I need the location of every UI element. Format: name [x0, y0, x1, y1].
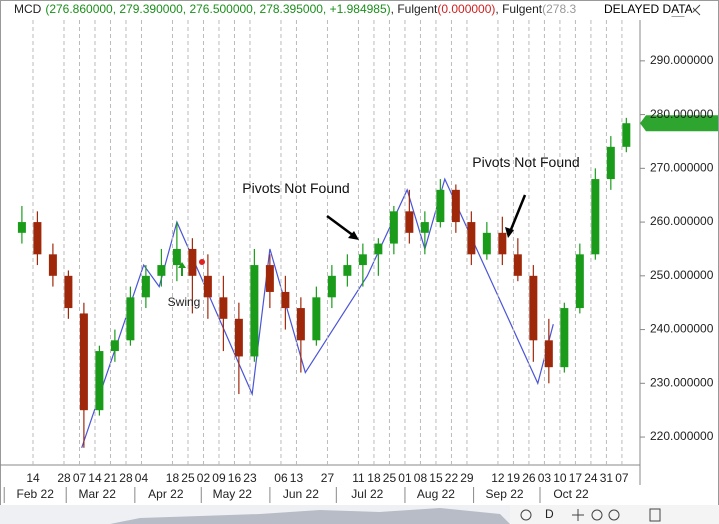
x-tick-label: 01	[398, 471, 412, 485]
x-tick-label: 22	[445, 471, 459, 485]
x-tick-label: 07	[73, 471, 87, 485]
header-part: (278.3	[542, 2, 577, 16]
annotation: Pivots Not Found	[242, 180, 350, 196]
x-tick-label: 07	[615, 471, 629, 485]
last-price-box	[640, 115, 718, 132]
refresh-icon[interactable]	[520, 509, 532, 521]
month-label: Feb 22	[17, 487, 55, 501]
toolbar	[510, 505, 719, 524]
y-tick-label: 290.000000	[650, 53, 714, 67]
x-tick-label: 29	[460, 471, 474, 485]
header-part: , Fulgent	[390, 2, 438, 16]
status: DELAYED DATA	[600, 2, 693, 16]
y-tick-label: 280.000000	[650, 107, 714, 121]
header-part: (276.860000, 279.390000, 276.500000, 278…	[45, 2, 391, 16]
x-tick-label: 23	[243, 471, 257, 485]
x-tick-label: 10	[553, 471, 567, 485]
month-label: Sep 22	[486, 487, 524, 501]
x-tick-label: 15	[429, 471, 443, 485]
month-label: Jul 22	[351, 487, 383, 501]
x-tick-label: 18	[166, 471, 180, 485]
x-tick-label: 03	[538, 471, 552, 485]
zoom-in-icon[interactable]	[608, 509, 620, 521]
swing-label: Swing	[168, 295, 201, 309]
month-label: Mar 22	[79, 487, 117, 501]
period-button[interactable]: D	[545, 507, 554, 521]
x-tick-label: 13	[290, 471, 304, 485]
x-tick-label: 12	[491, 471, 505, 485]
month-label: Oct 22	[553, 487, 589, 501]
month-label: Jun 22	[283, 487, 319, 501]
x-tick-label: 14	[88, 471, 102, 485]
copy-icon[interactable]	[649, 508, 661, 522]
x-tick-label: 21	[104, 471, 118, 485]
pointer-arrowhead	[505, 227, 514, 238]
x-tick-label: 11	[352, 471, 365, 485]
y-tick-label: 220.000000	[650, 429, 714, 443]
x-tick-label: 25	[383, 471, 397, 485]
x-tick-label: 08	[414, 471, 428, 485]
pointer-arrowhead	[348, 231, 359, 240]
month-label: Aug 22	[417, 487, 455, 501]
header-part: (0.000000)	[437, 2, 496, 16]
pointer-arrow	[326, 214, 355, 238]
x-tick-label: 19	[507, 471, 521, 485]
header: MCD (276.860000, 279.390000, 276.500000, …	[14, 2, 654, 16]
y-tick-label: 230.000000	[650, 375, 714, 389]
header-part: , Fulgent	[495, 2, 543, 16]
move-icon[interactable]	[572, 509, 584, 521]
header-part: MCD	[14, 2, 42, 16]
x-tick-label: 18	[367, 471, 381, 485]
zigzag-line	[81, 177, 554, 448]
navigator-area	[110, 508, 510, 524]
x-tick-label: 02	[197, 471, 211, 485]
x-tick-label: 04	[135, 471, 149, 485]
x-tick-label: 09	[212, 471, 226, 485]
x-tick-label: 16	[228, 471, 242, 485]
x-tick-label: 25	[181, 471, 195, 485]
x-tick-label: 06	[274, 471, 288, 485]
y-tick-label: 270.000000	[650, 161, 714, 175]
x-tick-label: 17	[569, 471, 583, 485]
x-tick-label: 31	[600, 471, 614, 485]
x-tick-label: 28	[57, 471, 71, 485]
month-label: May 22	[213, 487, 253, 501]
annotation: Pivots Not Found	[472, 154, 580, 170]
y-tick-label: 250.000000	[650, 268, 714, 282]
pointer-arrow	[508, 194, 527, 233]
zoom-out-icon[interactable]	[591, 509, 603, 521]
x-tick-label: 24	[584, 471, 598, 485]
x-tick-label: 26	[522, 471, 536, 485]
x-tick-label: 28	[119, 471, 133, 485]
month-label: Apr 22	[148, 487, 184, 501]
x-tick-label: 14	[26, 471, 40, 485]
signal-dot	[199, 259, 205, 265]
x-tick-label: 27	[321, 471, 335, 485]
y-tick-label: 240.000000	[650, 322, 714, 336]
swing-arrow	[178, 262, 186, 276]
y-tick-label: 260.000000	[650, 214, 714, 228]
